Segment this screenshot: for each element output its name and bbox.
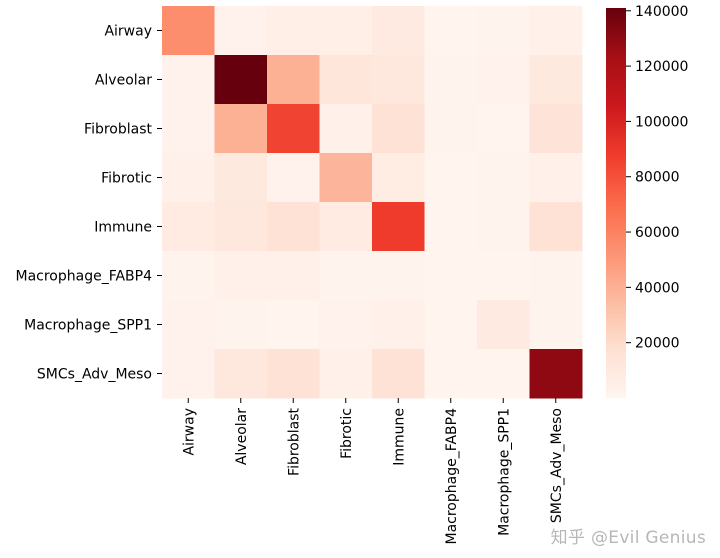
x-tick-label: Airway [181,408,197,456]
heatmap-cell-4-4 [372,202,425,252]
heatmap-cell-7-3 [319,349,373,399]
heatmap-cell-1-7 [529,55,583,105]
heatmap-cell-7-6 [477,349,530,399]
heatmap-cell-0-1 [214,6,268,56]
heatmap-cell-5-0 [162,251,215,301]
heatmap-cell-5-7 [529,251,583,301]
colorbar-tick-label: 100000 [635,114,688,130]
heatmap-cell-4-0 [162,202,215,252]
heatmap-cell-3-3 [319,153,373,203]
x-tick-label: Alveolar [234,408,250,465]
y-tick-label: Alveolar [95,73,152,89]
heatmap-cell-0-7 [529,6,583,56]
heatmap-cell-6-7 [529,300,583,350]
heatmap-cell-3-5 [424,153,478,203]
heatmap-cell-0-5 [424,6,478,56]
heatmap-cell-6-1 [214,300,268,350]
heatmap-cell-5-5 [424,251,478,301]
heatmap-cell-1-4 [372,55,425,105]
heatmap-cell-3-0 [162,153,215,203]
heatmap-cell-7-4 [372,349,425,399]
heatmap-cell-6-5 [424,300,478,350]
heatmap-cell-6-3 [319,300,373,350]
colorbar-tick-label: 140000 [635,4,688,20]
heatmap-cell-4-5 [424,202,478,252]
heatmap-cell-3-2 [267,153,320,203]
x-tick-label: Immune [391,408,407,466]
heatmap-cell-4-1 [214,202,268,252]
x-tick-label: Macrophage_FABP4 [444,408,460,545]
heatmap-cell-0-2 [267,6,320,56]
heatmap-cell-1-0 [162,55,215,105]
heatmap-cell-0-6 [477,6,530,56]
heatmap-cell-7-2 [267,349,320,399]
heatmap-cell-5-2 [267,251,320,301]
x-tick-label: Fibroblast [286,407,302,475]
heatmap-cell-1-2 [267,55,320,105]
heatmap-cell-6-6 [477,300,530,350]
heatmap-cell-3-1 [214,153,268,203]
heatmap-cell-2-6 [477,104,530,154]
y-tick-label: SMCs_Adv_Meso [37,367,152,383]
colorbar-tick-label: 80000 [635,170,680,186]
heatmap-cell-5-1 [214,251,268,301]
colorbar: 20000 40000 60000 80000 100000 120000 140000 [606,4,688,398]
heatmap-cell-4-3 [319,202,373,252]
heatmap-cell-6-2 [267,300,320,350]
heatmap-cell-0-0 [162,6,215,56]
heatmap-cell-1-5 [424,55,478,105]
colorbar-tick-label: 60000 [635,225,680,241]
y-tick-label: Macrophage_SPP1 [24,318,152,334]
heatmap-cell-6-4 [372,300,425,350]
heatmap-cell-1-1 [214,55,268,105]
colorbar-tick-label: 20000 [635,336,680,352]
x-tick-label: Macrophage_SPP1 [496,408,512,536]
heatmap-cell-5-6 [477,251,530,301]
heatmap-cell-7-1 [214,349,268,399]
heatmap-cell-0-3 [319,6,373,56]
colorbar-bar [606,8,626,398]
watermark-text: 知乎 @Evil Genius [550,528,706,548]
heatmap-cell-2-3 [319,104,373,154]
y-tick-label: Immune [94,220,152,236]
heatmap-cell-1-3 [319,55,373,105]
heatmap-cell-7-7 [529,349,583,399]
heatmap-cell-2-2 [267,104,320,154]
heatmap-cell-6-0 [162,300,215,350]
heatmap-cell-4-6 [477,202,530,252]
heatmap-cell-1-6 [477,55,530,105]
heatmap-cell-2-4 [372,104,425,154]
heatmap-cell-4-7 [529,202,583,252]
heatmap-cell-5-4 [372,251,425,301]
heatmap-cell-3-6 [477,153,530,203]
x-tick-labels: Airway Alveolar Fibroblast Fibrotic Immune Ma… [181,398,565,545]
heatmap-cell-2-7 [529,104,583,154]
heatmap-cell-3-4 [372,153,425,203]
y-tick-label: Macrophage_FABP4 [15,269,152,285]
heatmap-cell-7-5 [424,349,478,399]
heatmap-cell-0-4 [372,6,425,56]
heatmap-cell-2-0 [162,104,215,154]
y-tick-label: Fibrotic [101,171,152,187]
heatmap-cell-2-1 [214,104,268,154]
heatmap-cell-5-3 [319,251,373,301]
heatmap-cell-3-7 [529,153,583,203]
heatmap-cell-7-0 [162,349,215,399]
heatmap-cell-2-5 [424,104,478,154]
heatmap-cell-4-2 [267,202,320,252]
y-tick-labels: Airway Alveolar Fibroblast Fibrotic Immune Ma… [15,24,162,383]
x-tick-label: SMCs_Adv_Meso [549,408,565,523]
y-tick-label: Airway [104,24,152,40]
x-tick-label: Fibrotic [339,408,355,459]
colorbar-tick-label: 120000 [635,59,688,75]
colorbar-tick-label: 40000 [635,280,680,296]
y-tick-label: Fibroblast [84,122,152,138]
heatmap-cells [162,6,583,399]
